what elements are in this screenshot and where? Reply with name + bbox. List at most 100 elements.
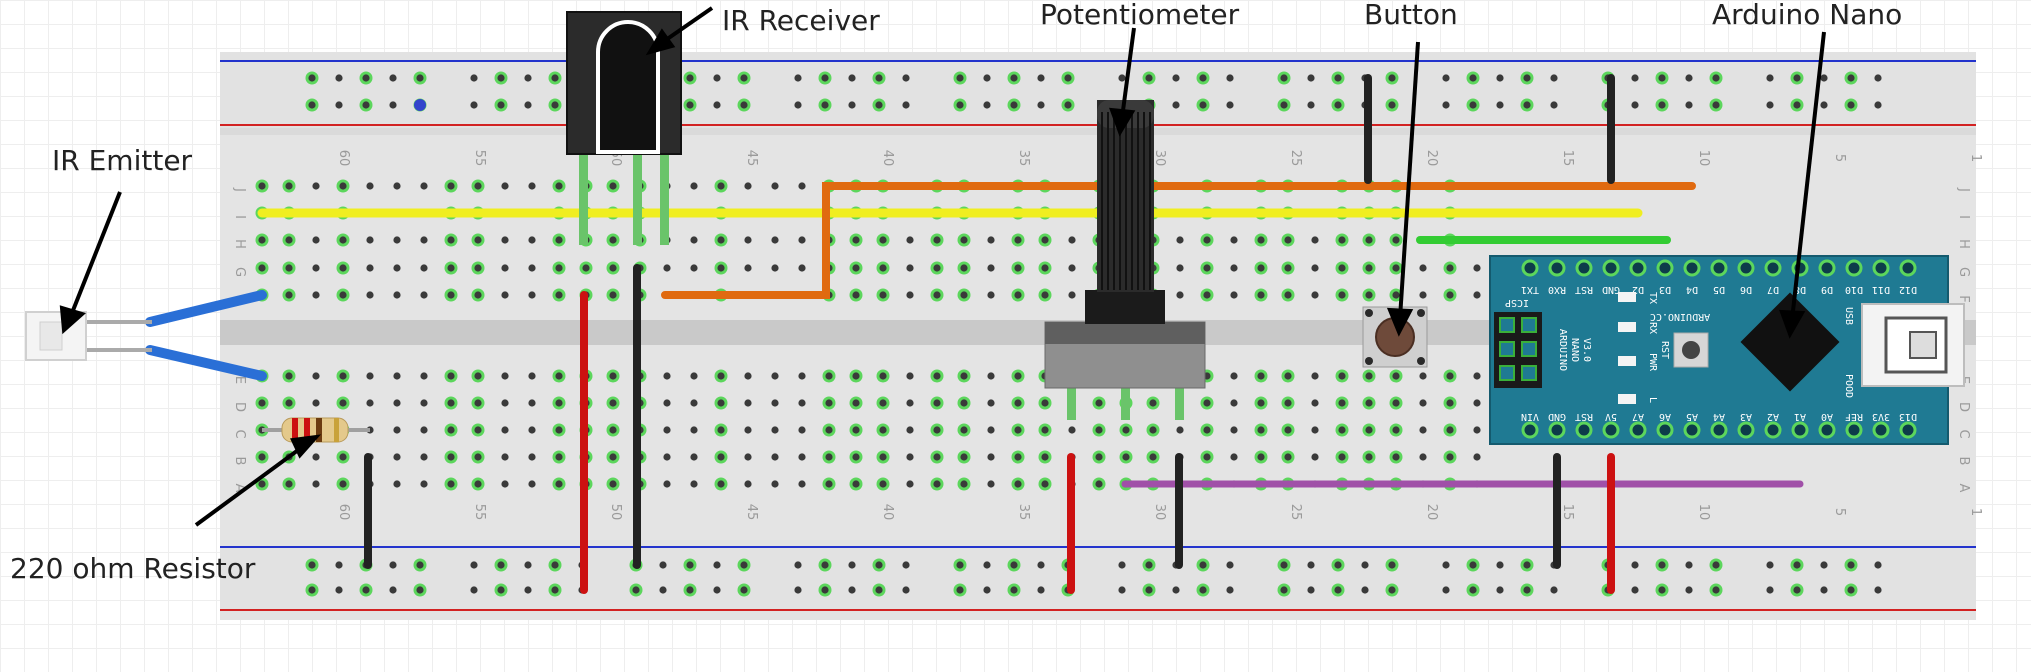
- breadboard-hole[interactable]: [717, 399, 725, 407]
- nano-header-pin[interactable]: [1602, 421, 1620, 439]
- breadboard-hole[interactable]: [1766, 586, 1774, 594]
- breadboard-hole[interactable]: [420, 372, 428, 380]
- breadboard-hole[interactable]: [1338, 236, 1346, 244]
- breadboard-hole[interactable]: [690, 453, 698, 461]
- breadboard-hole[interactable]: [1203, 453, 1211, 461]
- breadboard-hole[interactable]: [555, 453, 563, 461]
- breadboard-hole[interactable]: [825, 399, 833, 407]
- breadboard-hole[interactable]: [312, 291, 320, 299]
- breadboard-hole[interactable]: [1230, 372, 1238, 380]
- breadboard-hole[interactable]: [933, 291, 941, 299]
- breadboard-hole[interactable]: [686, 561, 694, 569]
- breadboard-hole[interactable]: [632, 586, 640, 594]
- wire-blue-emitter-2[interactable]: [145, 345, 267, 381]
- breadboard-hole[interactable]: [1284, 399, 1292, 407]
- breadboard-hole[interactable]: [771, 453, 779, 461]
- breadboard-hole[interactable]: [821, 101, 829, 109]
- breadboard-hole[interactable]: [393, 264, 401, 272]
- breadboard-hole[interactable]: [825, 480, 833, 488]
- breadboard-hole[interactable]: [609, 453, 617, 461]
- breadboard-hole[interactable]: [852, 236, 860, 244]
- breadboard-hole[interactable]: [1365, 291, 1373, 299]
- breadboard-hole[interactable]: [956, 101, 964, 109]
- breadboard-hole[interactable]: [771, 182, 779, 190]
- breadboard-hole[interactable]: [335, 101, 343, 109]
- breadboard-hole[interactable]: [740, 101, 748, 109]
- breadboard-hole[interactable]: [447, 453, 455, 461]
- breadboard-hole[interactable]: [528, 291, 536, 299]
- breadboard-hole[interactable]: [528, 236, 536, 244]
- nano-header-pin[interactable]: [1629, 421, 1647, 439]
- breadboard-hole[interactable]: [1631, 74, 1639, 82]
- breadboard-hole[interactable]: [744, 264, 752, 272]
- breadboard-hole[interactable]: [690, 264, 698, 272]
- breadboard-hole[interactable]: [1388, 561, 1396, 569]
- breadboard-hole[interactable]: [1230, 236, 1238, 244]
- breadboard-hole[interactable]: [312, 453, 320, 461]
- breadboard-hole[interactable]: [1230, 264, 1238, 272]
- breadboard-hole[interactable]: [1095, 453, 1103, 461]
- breadboard-hole[interactable]: [339, 182, 347, 190]
- breadboard-hole[interactable]: [1631, 586, 1639, 594]
- breadboard-hole[interactable]: [987, 291, 995, 299]
- breadboard-hole[interactable]: [447, 182, 455, 190]
- breadboard-hole[interactable]: [1118, 561, 1126, 569]
- breadboard-hole[interactable]: [366, 291, 374, 299]
- breadboard-hole[interactable]: [983, 74, 991, 82]
- breadboard-hole[interactable]: [960, 480, 968, 488]
- breadboard-hole[interactable]: [663, 480, 671, 488]
- breadboard-hole[interactable]: [825, 453, 833, 461]
- breadboard-hole[interactable]: [1257, 426, 1265, 434]
- breadboard-hole[interactable]: [1118, 74, 1126, 82]
- breadboard-hole[interactable]: [906, 236, 914, 244]
- breadboard-hole[interactable]: [501, 182, 509, 190]
- breadboard-hole[interactable]: [1014, 372, 1022, 380]
- breadboard-hole[interactable]: [474, 399, 482, 407]
- breadboard-hole[interactable]: [339, 291, 347, 299]
- breadboard-hole[interactable]: [551, 561, 559, 569]
- nano-header-pin[interactable]: [1818, 421, 1836, 439]
- breadboard-hole[interactable]: [312, 236, 320, 244]
- breadboard-hole[interactable]: [713, 101, 721, 109]
- breadboard-hole[interactable]: [1874, 74, 1882, 82]
- breadboard-hole[interactable]: [285, 236, 293, 244]
- breadboard-hole[interactable]: [312, 264, 320, 272]
- breadboard-hole[interactable]: [1338, 399, 1346, 407]
- breadboard-hole[interactable]: [717, 480, 725, 488]
- breadboard-hole[interactable]: [258, 182, 266, 190]
- breadboard-hole[interactable]: [393, 480, 401, 488]
- nano-header-pin[interactable]: [1737, 421, 1755, 439]
- breadboard-hole[interactable]: [366, 372, 374, 380]
- breadboard-hole[interactable]: [1334, 561, 1342, 569]
- breadboard-hole[interactable]: [798, 182, 806, 190]
- breadboard-hole[interactable]: [308, 586, 316, 594]
- breadboard-hole[interactable]: [717, 453, 725, 461]
- breadboard-hole[interactable]: [1014, 291, 1022, 299]
- breadboard-hole[interactable]: [285, 480, 293, 488]
- breadboard-hole[interactable]: [1388, 586, 1396, 594]
- breadboard-hole[interactable]: [1419, 399, 1427, 407]
- breadboard-hole[interactable]: [663, 372, 671, 380]
- breadboard-hole[interactable]: [960, 399, 968, 407]
- breadboard-hole[interactable]: [1766, 74, 1774, 82]
- breadboard-hole[interactable]: [1446, 399, 1454, 407]
- breadboard-hole[interactable]: [902, 74, 910, 82]
- breadboard-hole[interactable]: [366, 236, 374, 244]
- breadboard-hole[interactable]: [798, 236, 806, 244]
- breadboard-hole[interactable]: [524, 74, 532, 82]
- breadboard-hole[interactable]: [1064, 101, 1072, 109]
- breadboard-hole[interactable]: [906, 291, 914, 299]
- breadboard-hole[interactable]: [1473, 399, 1481, 407]
- breadboard-hole[interactable]: [933, 480, 941, 488]
- breadboard-hole[interactable]: [1041, 453, 1049, 461]
- breadboard-hole[interactable]: [933, 399, 941, 407]
- breadboard-hole[interactable]: [416, 74, 424, 82]
- breadboard-hole[interactable]: [933, 426, 941, 434]
- breadboard-hole[interactable]: [1311, 426, 1319, 434]
- breadboard-hole[interactable]: [258, 480, 266, 488]
- breadboard-hole[interactable]: [852, 399, 860, 407]
- breadboard-hole[interactable]: [1820, 101, 1828, 109]
- breadboard-hole[interactable]: [690, 426, 698, 434]
- breadboard-hole[interactable]: [1311, 372, 1319, 380]
- breadboard-hole[interactable]: [335, 74, 343, 82]
